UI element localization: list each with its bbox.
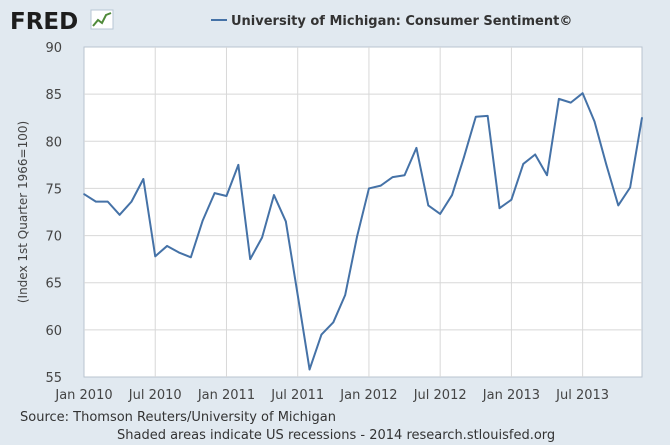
data-point — [118, 214, 121, 216]
vertical-gridlines — [154, 47, 584, 377]
data-point — [439, 213, 441, 215]
data-point — [213, 192, 216, 194]
y-axis-ticks: 55 60 65 70 75 80 85 90 — [45, 41, 62, 386]
y-tick-label: 65 — [45, 277, 62, 292]
data-point — [641, 116, 643, 119]
x-tick-label: Jul 2012 — [413, 388, 467, 403]
x-tick-label: Jan 2013 — [482, 388, 540, 403]
data-point — [285, 220, 287, 223]
data-point — [130, 200, 133, 203]
data-point — [308, 368, 311, 371]
series-line — [83, 92, 643, 371]
data-point — [154, 255, 157, 258]
data-point — [451, 194, 453, 196]
data-point — [356, 235, 358, 238]
y-tick-label: 60 — [45, 324, 62, 339]
x-tick-label: Jul 2013 — [555, 388, 609, 403]
data-point — [474, 115, 477, 118]
x-axis-ticks: Jan 2010 Jul 2010 Jan 2011 Jul 2011 Jan 2012… — [54, 388, 609, 403]
data-point — [403, 174, 406, 177]
data-point — [391, 176, 394, 178]
data-point — [593, 120, 596, 123]
data-point — [498, 207, 501, 210]
data-point — [629, 186, 631, 189]
data-point — [427, 204, 430, 207]
x-tick-label: Jan 2011 — [197, 388, 255, 403]
series-points — [83, 92, 643, 371]
data-point — [534, 153, 536, 156]
y-tick-label: 85 — [45, 88, 62, 103]
y-tick-label: 90 — [45, 41, 62, 56]
data-point — [178, 251, 180, 254]
y-tick-label: 55 — [45, 371, 62, 386]
y-tick-label: 75 — [45, 182, 62, 197]
legend: University of Michigan: Consumer Sentime… — [211, 14, 572, 29]
data-point — [415, 147, 418, 149]
data-point — [296, 294, 299, 296]
x-tick-label: Jul 2010 — [128, 388, 182, 403]
y-tick-label: 80 — [45, 135, 62, 150]
x-tick-label: Jul 2011 — [270, 388, 324, 403]
data-point — [273, 194, 275, 196]
data-point — [380, 184, 382, 187]
fred-logo-graph-icon — [90, 9, 114, 30]
data-point — [237, 164, 240, 166]
x-tick-label: Jan 2012 — [339, 388, 397, 403]
data-point — [486, 115, 489, 117]
data-point — [83, 193, 85, 195]
y-axis-label: (Index 1st Quarter 1966=100) — [16, 121, 30, 303]
data-point — [320, 333, 323, 336]
data-point — [569, 101, 572, 104]
data-point — [463, 156, 465, 159]
data-point — [332, 321, 335, 324]
source-note: Source: Thomson Reuters/University of Mi… — [20, 410, 336, 425]
data-point — [522, 163, 525, 165]
data-point — [558, 98, 560, 100]
data-point — [201, 219, 204, 222]
legend-label: University of Michigan: Consumer Sentime… — [231, 14, 572, 29]
data-point — [546, 174, 548, 177]
data-point — [95, 200, 97, 203]
fred-logo-text: FRED — [10, 9, 78, 35]
data-point — [249, 258, 252, 260]
data-point — [190, 256, 192, 259]
horizontal-gridlines — [84, 93, 642, 331]
data-point — [617, 204, 620, 207]
data-point — [142, 178, 145, 180]
data-point — [166, 245, 168, 247]
data-point — [510, 198, 513, 201]
data-point — [344, 294, 346, 296]
recession-note: Shaded areas indicate US recessions - 20… — [117, 428, 556, 443]
data-point — [106, 200, 109, 203]
y-tick-label: 70 — [45, 230, 62, 245]
x-tick-label: Jan 2010 — [54, 388, 112, 403]
data-point — [581, 92, 584, 94]
data-point — [261, 236, 263, 239]
data-point — [368, 187, 370, 190]
data-point — [605, 164, 608, 166]
data-point — [225, 195, 228, 197]
